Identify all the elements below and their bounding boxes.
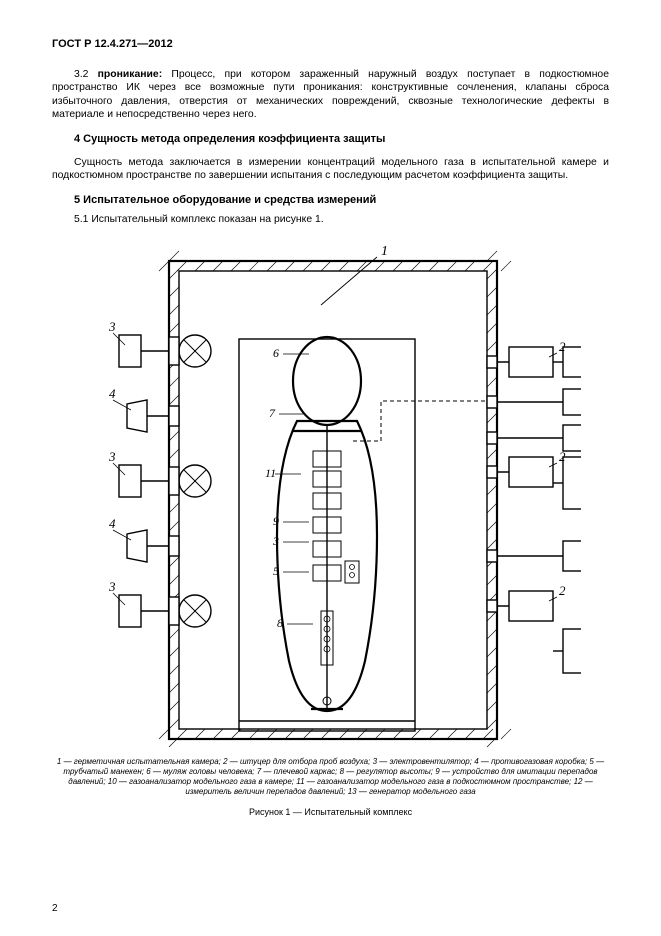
term-pronikaние: проникание:	[98, 69, 172, 80]
svg-text:2: 2	[559, 583, 566, 598]
svg-text:6: 6	[273, 346, 279, 360]
svg-text:11: 11	[265, 466, 276, 480]
para-3-2-num: 3.2	[74, 69, 98, 80]
figure-1-diagram: 33344210111221013210167119358	[81, 231, 581, 751]
svg-text:9: 9	[273, 514, 279, 528]
svg-text:3: 3	[272, 534, 279, 548]
figure-1-caption: Рисунок 1 — Испытательный комплекс	[52, 807, 609, 817]
svg-text:3: 3	[108, 319, 116, 334]
section-4-text: Сущность метода заключается в измерении …	[52, 156, 609, 183]
para-3-2: 3.2 проникание: Процесс, при котором зар…	[52, 68, 609, 121]
svg-text:4: 4	[109, 386, 116, 401]
section-5-title: 5 Испытательное оборудование и средства …	[74, 194, 609, 206]
svg-text:3: 3	[108, 449, 116, 464]
svg-text:7: 7	[269, 406, 276, 420]
section-4-title: 4 Сущность метода определения коэффициен…	[74, 133, 609, 145]
figure-1-wrapper: 33344210111221013210167119358 1 — гермет…	[52, 231, 609, 817]
figure-1-legend: 1 — герметичная испытательная камера; 2 …	[52, 757, 609, 797]
svg-text:4: 4	[109, 516, 116, 531]
doc-header: ГОСТ Р 12.4.271—2012	[52, 38, 609, 50]
svg-text:3: 3	[108, 579, 116, 594]
page-number: 2	[52, 903, 58, 914]
svg-text:5: 5	[273, 564, 279, 578]
svg-text:1: 1	[381, 244, 388, 259]
svg-text:8: 8	[277, 616, 283, 630]
section-5-1: 5.1 Испытательный комплекс показан на ри…	[52, 214, 609, 225]
